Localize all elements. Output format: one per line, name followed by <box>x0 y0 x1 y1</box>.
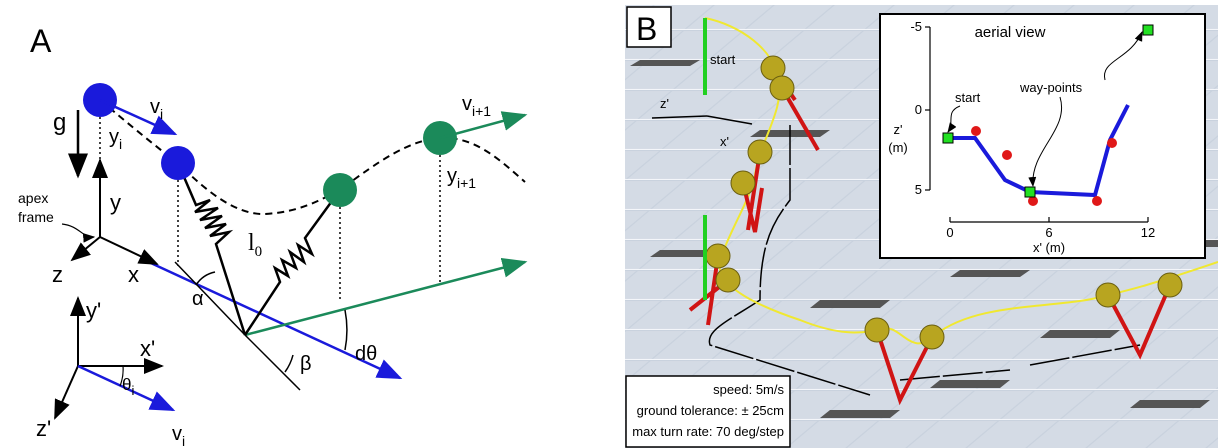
panel-label: B <box>636 11 657 47</box>
label-sub: 0 <box>255 244 263 260</box>
y-tick-label: 0 <box>915 102 922 117</box>
label: vi <box>150 96 163 122</box>
panel-a: A <box>18 23 525 448</box>
label: start <box>955 90 981 105</box>
label-base: v <box>462 93 472 115</box>
info-text: speed: 5m/s <box>713 382 784 397</box>
label: y' <box>86 298 101 323</box>
label-base: v <box>150 96 160 118</box>
label-sub: i+1 <box>472 103 491 119</box>
axis <box>55 366 78 418</box>
pointer <box>62 224 94 237</box>
label: z' <box>660 96 669 111</box>
label: z <box>52 262 63 287</box>
label: l0 <box>248 230 262 260</box>
angle-arc <box>285 355 293 372</box>
x-axis-label: x' (m) <box>1033 240 1065 255</box>
reference-line <box>245 335 300 390</box>
angle-arc <box>345 310 347 350</box>
label-sub: i <box>182 433 185 448</box>
label-sub: i <box>131 383 134 398</box>
label: apex <box>18 190 48 206</box>
label: way-points <box>1019 80 1083 95</box>
label: vi <box>172 423 185 448</box>
panel-label: A <box>30 23 52 59</box>
label: x' <box>140 336 155 361</box>
label-base: θ <box>122 375 131 394</box>
x-tick-label: 12 <box>1141 225 1155 240</box>
info-text: max turn rate: 70 deg/step <box>632 424 784 439</box>
label: β <box>300 353 312 375</box>
label: y <box>110 190 121 215</box>
label: yi <box>109 126 122 152</box>
label: dθ <box>355 343 377 365</box>
info-text: ground tolerance: ± 25cm <box>637 403 784 418</box>
label-base: y <box>447 165 457 187</box>
y-axis-label: z' <box>894 122 903 137</box>
dotted-lines <box>100 117 440 302</box>
y-tick-label: 5 <box>915 182 922 197</box>
label: x <box>128 262 139 287</box>
mass <box>323 173 357 207</box>
x-tick-label: 0 <box>946 225 953 240</box>
label: frame <box>18 209 54 225</box>
x-tick-label: 6 <box>1045 225 1052 240</box>
label-sub: i <box>119 136 122 152</box>
label-sub: i+1 <box>457 175 476 191</box>
label: vi+1 <box>462 93 491 119</box>
label: x' <box>720 134 729 149</box>
y-tick-label: -5 <box>910 19 922 34</box>
panel-b: start z' x' B aerial view -5 0 5 0 6 12 … <box>625 5 1218 448</box>
leg-spring <box>178 163 245 335</box>
axis <box>72 237 100 260</box>
label: θi <box>122 375 134 398</box>
label-sub: i <box>160 106 163 122</box>
label: start <box>710 52 736 67</box>
label: z' <box>36 416 51 441</box>
label: g <box>53 109 66 136</box>
figure: A <box>0 0 1218 448</box>
label-base: v <box>172 423 182 445</box>
axis <box>100 237 157 264</box>
label: α <box>192 288 204 310</box>
inset-title: aerial view <box>975 24 1046 41</box>
label: yi+1 <box>447 165 476 191</box>
angle-arc <box>196 272 215 285</box>
mass <box>161 146 195 180</box>
y-axis-label: (m) <box>888 140 908 155</box>
label-base: y <box>109 126 119 148</box>
